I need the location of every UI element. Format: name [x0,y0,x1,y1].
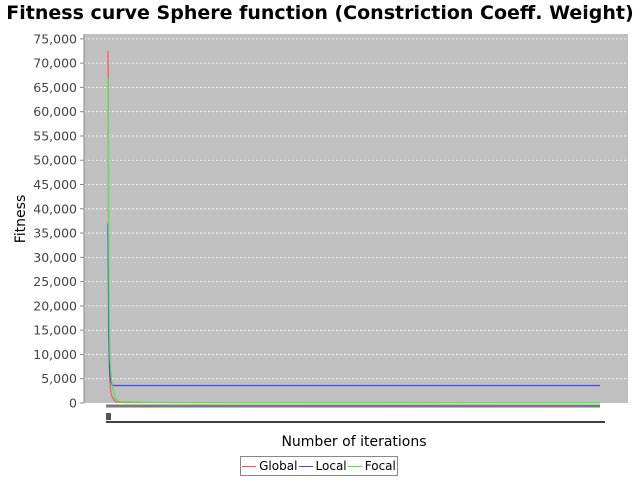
y-tick-label: 35,000 [33,226,77,241]
legend-swatch-focal [347,465,362,467]
legend: Global Local Focal [240,456,398,476]
legend-item-local: Local [298,459,347,473]
y-tick-label: 65,000 [33,80,77,95]
x-axis-band [106,404,605,423]
legend-item-global: Global [242,459,297,473]
series-group [107,50,601,404]
legend-swatch-local [298,465,313,467]
y-tick-label: 40,000 [33,201,77,216]
legend-item-focal: Focal [347,459,396,473]
y-tick-label: 20,000 [33,298,77,313]
y-tick-label: 70,000 [33,56,77,71]
y-tick-label: 10,000 [33,347,77,362]
y-axis-label: Fitness [13,195,29,244]
gridlines [84,38,628,380]
y-tick-label: 45,000 [33,177,77,192]
y-tick-label: 30,000 [33,250,77,265]
legend-label-global: Global [259,459,298,473]
y-tick-label: 75,000 [33,31,77,46]
y-tick-label: 0 [69,396,77,411]
y-tick-label: 50,000 [33,153,77,168]
legend-label-focal: Focal [364,459,396,473]
chart-title: Fitness curve Sphere function (Constrict… [6,2,634,24]
y-axis-ticks: 0 5,000 10,000 15,000 20,000 25,000 30,000 35,0… [33,31,84,411]
x-axis-tick-cluster [106,413,111,420]
y-tick-label: 15,000 [33,323,77,338]
y-tick-label: 5,000 [41,371,77,386]
plot-area [84,34,628,403]
y-tick-label: 60,000 [33,104,77,119]
x-axis-label: Number of iterations [281,434,426,450]
y-tick-label: 25,000 [33,274,77,289]
y-tick-label: 55,000 [33,128,77,143]
series-line-focal [107,77,601,404]
legend-label-local: Local [315,459,347,473]
legend-swatch-global [242,465,257,467]
